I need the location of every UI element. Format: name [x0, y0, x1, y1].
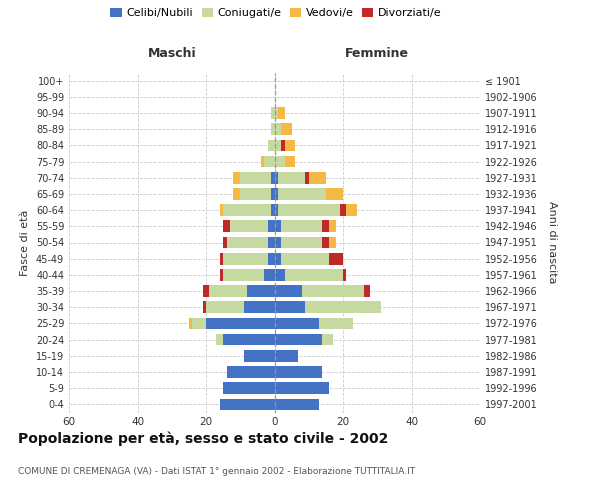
Bar [268, 253, 275, 264]
Bar [275, 334, 322, 345]
Bar [220, 204, 223, 216]
Bar [275, 350, 298, 362]
Bar [322, 220, 329, 232]
Bar [281, 140, 285, 151]
Text: Femmine: Femmine [345, 46, 409, 60]
Bar [364, 285, 370, 297]
Bar [275, 188, 278, 200]
Bar [281, 220, 322, 232]
Bar [340, 204, 346, 216]
Bar [322, 236, 329, 248]
Bar [247, 285, 275, 297]
Bar [271, 107, 275, 119]
Bar [319, 318, 353, 330]
Bar [268, 236, 275, 248]
Bar [275, 269, 285, 280]
Bar [305, 172, 309, 184]
Bar [271, 188, 275, 200]
Bar [278, 172, 305, 184]
Bar [278, 107, 285, 119]
Bar [285, 269, 343, 280]
Bar [227, 366, 275, 378]
Bar [275, 285, 302, 297]
Bar [278, 204, 340, 216]
Bar [275, 204, 278, 216]
Bar [271, 172, 275, 184]
Bar [223, 253, 268, 264]
Bar [275, 107, 278, 119]
Bar [326, 188, 343, 200]
Bar [329, 253, 343, 264]
Bar [216, 334, 223, 345]
Text: Maschi: Maschi [148, 46, 196, 60]
Bar [271, 124, 275, 135]
Bar [281, 236, 322, 248]
Bar [322, 334, 333, 345]
Bar [233, 172, 240, 184]
Bar [223, 382, 275, 394]
Bar [209, 285, 247, 297]
Bar [264, 156, 275, 168]
Bar [244, 302, 275, 313]
Bar [275, 236, 281, 248]
Bar [275, 220, 281, 232]
Bar [275, 302, 305, 313]
Bar [203, 285, 209, 297]
Y-axis label: Fasce di età: Fasce di età [20, 210, 30, 276]
Bar [206, 302, 244, 313]
Y-axis label: Anni di nascita: Anni di nascita [547, 201, 557, 283]
Bar [240, 172, 271, 184]
Bar [281, 253, 329, 264]
Bar [275, 382, 329, 394]
Bar [223, 220, 230, 232]
Bar [309, 172, 326, 184]
Bar [220, 398, 275, 410]
Bar [275, 172, 278, 184]
Bar [223, 236, 227, 248]
Bar [203, 302, 206, 313]
Bar [281, 124, 292, 135]
Bar [275, 318, 319, 330]
Bar [206, 318, 275, 330]
Bar [278, 188, 326, 200]
Bar [346, 204, 356, 216]
Bar [329, 236, 336, 248]
Bar [271, 204, 275, 216]
Bar [227, 236, 268, 248]
Bar [343, 269, 346, 280]
Bar [193, 318, 206, 330]
Bar [220, 253, 223, 264]
Bar [275, 253, 281, 264]
Bar [275, 140, 281, 151]
Bar [240, 188, 271, 200]
Bar [223, 334, 275, 345]
Bar [275, 398, 319, 410]
Bar [223, 269, 264, 280]
Bar [329, 220, 336, 232]
Bar [285, 156, 295, 168]
Bar [230, 220, 268, 232]
Bar [264, 269, 275, 280]
Text: Popolazione per età, sesso e stato civile - 2002: Popolazione per età, sesso e stato civil… [18, 431, 388, 446]
Bar [261, 156, 264, 168]
Bar [285, 140, 295, 151]
Bar [268, 140, 275, 151]
Bar [233, 188, 240, 200]
Bar [275, 156, 285, 168]
Text: COMUNE DI CREMENAGA (VA) - Dati ISTAT 1° gennaio 2002 - Elaborazione TUTTITALIA.: COMUNE DI CREMENAGA (VA) - Dati ISTAT 1°… [18, 467, 415, 476]
Bar [220, 269, 223, 280]
Bar [189, 318, 193, 330]
Bar [305, 302, 380, 313]
Bar [223, 204, 271, 216]
Bar [275, 366, 322, 378]
Bar [302, 285, 364, 297]
Bar [275, 124, 281, 135]
Bar [244, 350, 275, 362]
Legend: Celibi/Nubili, Coniugati/e, Vedovi/e, Divorziati/e: Celibi/Nubili, Coniugati/e, Vedovi/e, Di… [106, 3, 446, 22]
Bar [268, 220, 275, 232]
